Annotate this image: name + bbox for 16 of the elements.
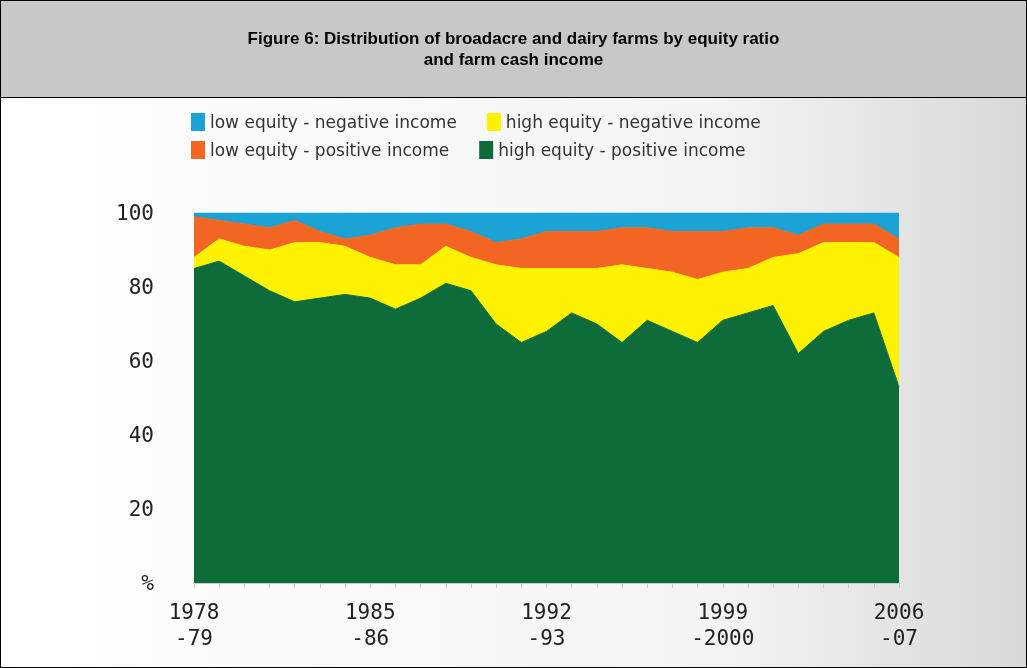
y-tick-label: 40 bbox=[128, 423, 154, 447]
y-tick-label: 60 bbox=[128, 349, 154, 373]
legend-label: high equity - negative income bbox=[505, 112, 761, 132]
x-tick-label: 1999 -2000 bbox=[691, 600, 755, 650]
x-tick-label: 2006 -07 bbox=[873, 600, 925, 650]
y-tick-label: 100 bbox=[116, 201, 154, 225]
x-tick-label: 1992 -93 bbox=[521, 600, 572, 650]
y-tick-label: 20 bbox=[128, 497, 154, 521]
legend-label: low equity - positive income bbox=[210, 140, 450, 160]
y-tick-label: 80 bbox=[128, 275, 154, 299]
legend-label: high equity - positive income bbox=[498, 140, 746, 160]
x-tick-label: 1985 -86 bbox=[344, 600, 396, 650]
chart-title: Figure 6: Distribution of broadacre and dairy farms by equity ratio and farm cash income bbox=[246, 28, 781, 70]
y-tick-label: % bbox=[141, 571, 155, 595]
x-tick-label: 1978 -79 bbox=[168, 600, 220, 650]
legend-label: low equity - negative income bbox=[210, 112, 457, 132]
